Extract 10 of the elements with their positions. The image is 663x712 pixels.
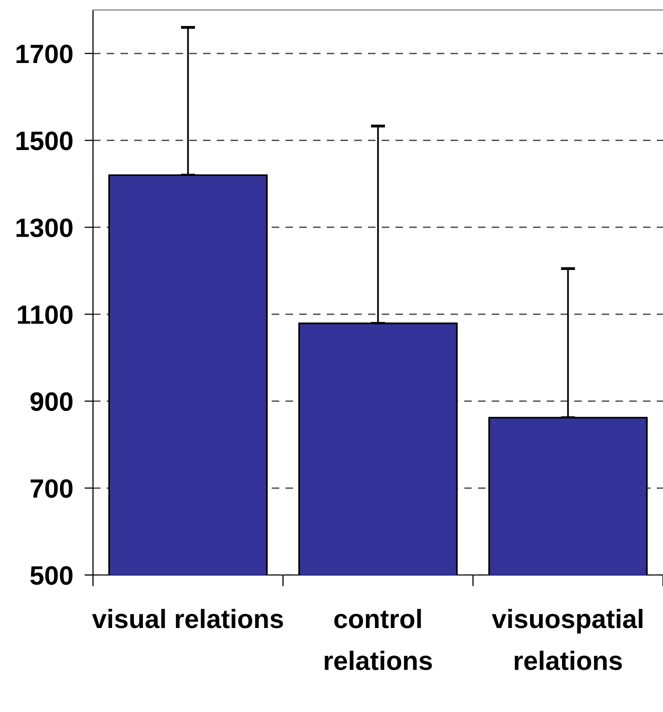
x-tick-label: visual relations bbox=[92, 608, 283, 628]
y-tick-label: 1500 bbox=[16, 132, 72, 150]
y-tick-label: 700 bbox=[30, 479, 72, 498]
x-tick-label: visuospatial relations bbox=[492, 608, 642, 670]
y-tick-label: 1700 bbox=[16, 44, 72, 64]
x-tick-label: control relations bbox=[324, 608, 432, 670]
y-tick-label: 1100 bbox=[18, 305, 72, 324]
y-tick-label: 900 bbox=[30, 392, 72, 411]
y-tick-label: 1300 bbox=[16, 218, 72, 238]
y-tick-label: 500 bbox=[30, 566, 72, 585]
